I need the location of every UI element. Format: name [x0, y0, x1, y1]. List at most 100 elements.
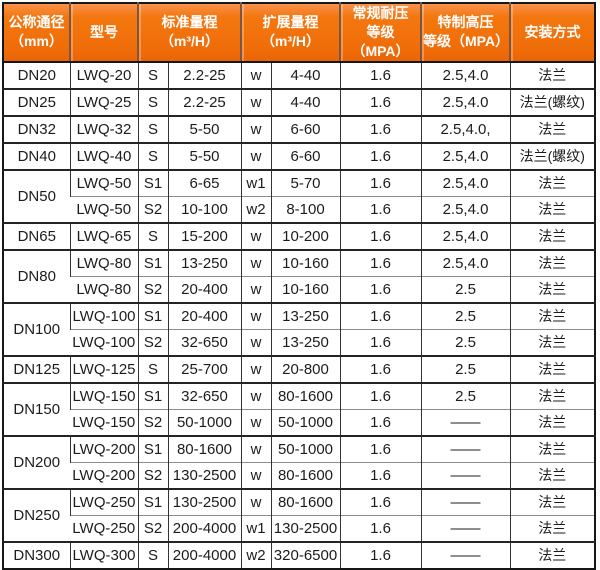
table-row: DN65 LWQ-65 S 15-200 w 10-200 1.6 2.5,4.…: [3, 221, 595, 250]
installation-cell: 法兰: [509, 301, 595, 330]
model-cell: LWQ-150: [69, 381, 138, 410]
normal-pressure-cell: 1.6: [339, 354, 421, 383]
model-cell: LWQ-50: [69, 168, 138, 197]
standard-code-cell: S2: [137, 195, 168, 223]
model-cell: LWQ-300: [69, 540, 138, 569]
dn-cell: DN25: [3, 87, 70, 116]
standard-code-cell: S2: [137, 328, 168, 356]
header-normal-pressure: 常规耐压 等级（MPA）: [339, 3, 421, 63]
header-high-pressure: 特制高压 等级（MPA）: [420, 3, 510, 63]
standard-range-cell: 25-700: [167, 354, 241, 383]
table-row: LWQ-100 S2 32-650 w 13-250 1.6 2.5 法兰: [3, 328, 595, 356]
extended-range-cell: 320-6500: [270, 540, 340, 569]
standard-code-cell: S: [137, 114, 168, 143]
high-pressure-cell: ——: [420, 514, 510, 542]
standard-range-cell: 10-100: [167, 195, 241, 223]
installation-cell: 法兰: [509, 248, 595, 277]
dn-cell: DN250: [3, 487, 70, 542]
standard-code-cell: S: [137, 354, 168, 383]
standard-code-cell: S: [137, 540, 168, 569]
model-cell: LWQ-200: [69, 434, 138, 463]
extended-code-cell: w: [240, 487, 271, 516]
model-cell: LWQ-200: [70, 461, 138, 489]
extended-range-cell: 4-40: [270, 87, 340, 116]
standard-code-cell: S2: [137, 514, 168, 542]
installation-cell: 法兰: [509, 60, 595, 89]
standard-range-cell: 32-650: [167, 381, 241, 410]
model-cell: LWQ-65: [69, 221, 138, 250]
dn-cell: DN300: [3, 540, 70, 569]
model-cell: LWQ-40: [69, 141, 138, 170]
table-row: DN125 LWQ-125 S 25-700 w 20-800 1.6 2.5 …: [3, 354, 595, 383]
high-pressure-cell: 2.5: [420, 275, 510, 303]
table-row: LWQ-150 S2 50-1000 w 50-1000 1.6 —— 法兰: [3, 408, 595, 436]
normal-pressure-cell: 1.6: [339, 301, 421, 330]
model-cell: LWQ-80: [69, 248, 138, 277]
standard-range-cell: 32-650: [167, 328, 241, 356]
table-row: DN25 LWQ-25 S 2.2-25 w 4-40 1.6 2.5,4.0 …: [3, 87, 595, 116]
extended-code-cell: w: [240, 141, 271, 170]
extended-code-cell: w: [240, 408, 271, 436]
standard-code-cell: S1: [137, 168, 168, 197]
extended-code-cell: w: [240, 60, 271, 89]
installation-cell: 法兰: [509, 540, 595, 569]
model-cell: LWQ-150: [70, 408, 138, 436]
standard-code-cell: S1: [137, 248, 168, 277]
dn-cell: DN50: [3, 168, 70, 223]
dn-cell: DN40: [3, 141, 70, 170]
model-cell: LWQ-25: [69, 87, 138, 116]
model-cell: LWQ-20: [69, 60, 138, 89]
standard-range-cell: 13-250: [167, 248, 241, 277]
extended-range-cell: 80-1600: [270, 461, 340, 489]
installation-cell: 法兰(螺纹): [509, 87, 595, 116]
normal-pressure-cell: 1.6: [339, 381, 421, 410]
high-pressure-cell: 2.5: [420, 328, 510, 356]
extended-code-cell: w: [240, 381, 271, 410]
normal-pressure-cell: 1.6: [339, 461, 421, 489]
extended-range-cell: 80-1600: [270, 487, 340, 516]
extended-range-cell: 4-40: [270, 60, 340, 89]
installation-cell: 法兰: [509, 328, 595, 356]
table-row: DN200 LWQ-200 S1 80-1600 w 50-1000 1.6 —…: [3, 434, 595, 489]
model-cell: LWQ-250: [70, 514, 138, 542]
standard-code-cell: S2: [137, 461, 168, 489]
standard-code-cell: S: [137, 221, 168, 250]
standard-range-cell: 50-1000: [167, 408, 241, 436]
standard-code-cell: S1: [137, 381, 168, 410]
extended-code-cell: w1: [240, 514, 271, 542]
high-pressure-cell: 2.5: [420, 381, 510, 410]
header-installation: 安装方式: [509, 3, 595, 63]
extended-code-cell: w: [240, 275, 271, 303]
table-row: LWQ-50 S2 10-100 w2 8-100 1.6 2.5,4.0 法兰: [3, 195, 595, 223]
extended-range-cell: 10-200: [270, 221, 340, 250]
table-row: DN20 LWQ-20 S 2.2-25 w 4-40 1.6 2.5,4.0 …: [3, 60, 595, 89]
high-pressure-cell: ——: [420, 540, 510, 569]
dn-cell: DN100: [3, 301, 70, 356]
high-pressure-cell: 2.5,4.0: [420, 248, 510, 277]
standard-range-cell: 200-4000: [167, 540, 241, 569]
installation-cell: 法兰: [509, 434, 595, 463]
dn-cell: DN80: [3, 248, 70, 303]
normal-pressure-cell: 1.6: [339, 168, 421, 197]
table-row: DN300 LWQ-300 S 200-4000 w2 320-6500 1.6…: [3, 540, 595, 569]
extended-range-cell: 13-250: [270, 328, 340, 356]
table-row: LWQ-200 S2 130-2500 w 80-1600 1.6 —— 法兰: [3, 461, 595, 489]
standard-range-cell: 15-200: [167, 221, 241, 250]
installation-cell: 法兰(螺纹): [509, 141, 595, 170]
extended-range-cell: 20-800: [270, 354, 340, 383]
high-pressure-cell: 2.5: [420, 301, 510, 330]
extended-code-cell: w: [240, 328, 271, 356]
normal-pressure-cell: 1.6: [339, 141, 421, 170]
normal-pressure-cell: 1.6: [339, 328, 421, 356]
extended-code-cell: w: [240, 221, 271, 250]
installation-cell: 法兰: [509, 114, 595, 143]
standard-range-cell: 5-50: [167, 114, 241, 143]
standard-range-cell: 130-2500: [167, 487, 241, 516]
table-row: DN150 LWQ-150 S1 32-650 w 80-1600 1.6 2.…: [3, 381, 595, 436]
installation-cell: 法兰: [509, 381, 595, 410]
installation-cell: 法兰: [509, 168, 595, 197]
normal-pressure-cell: 1.6: [339, 540, 421, 569]
table-row: LWQ-80 S2 20-400 w 10-160 1.6 2.5 法兰: [3, 275, 595, 303]
extended-range-cell: 10-160: [270, 248, 340, 277]
